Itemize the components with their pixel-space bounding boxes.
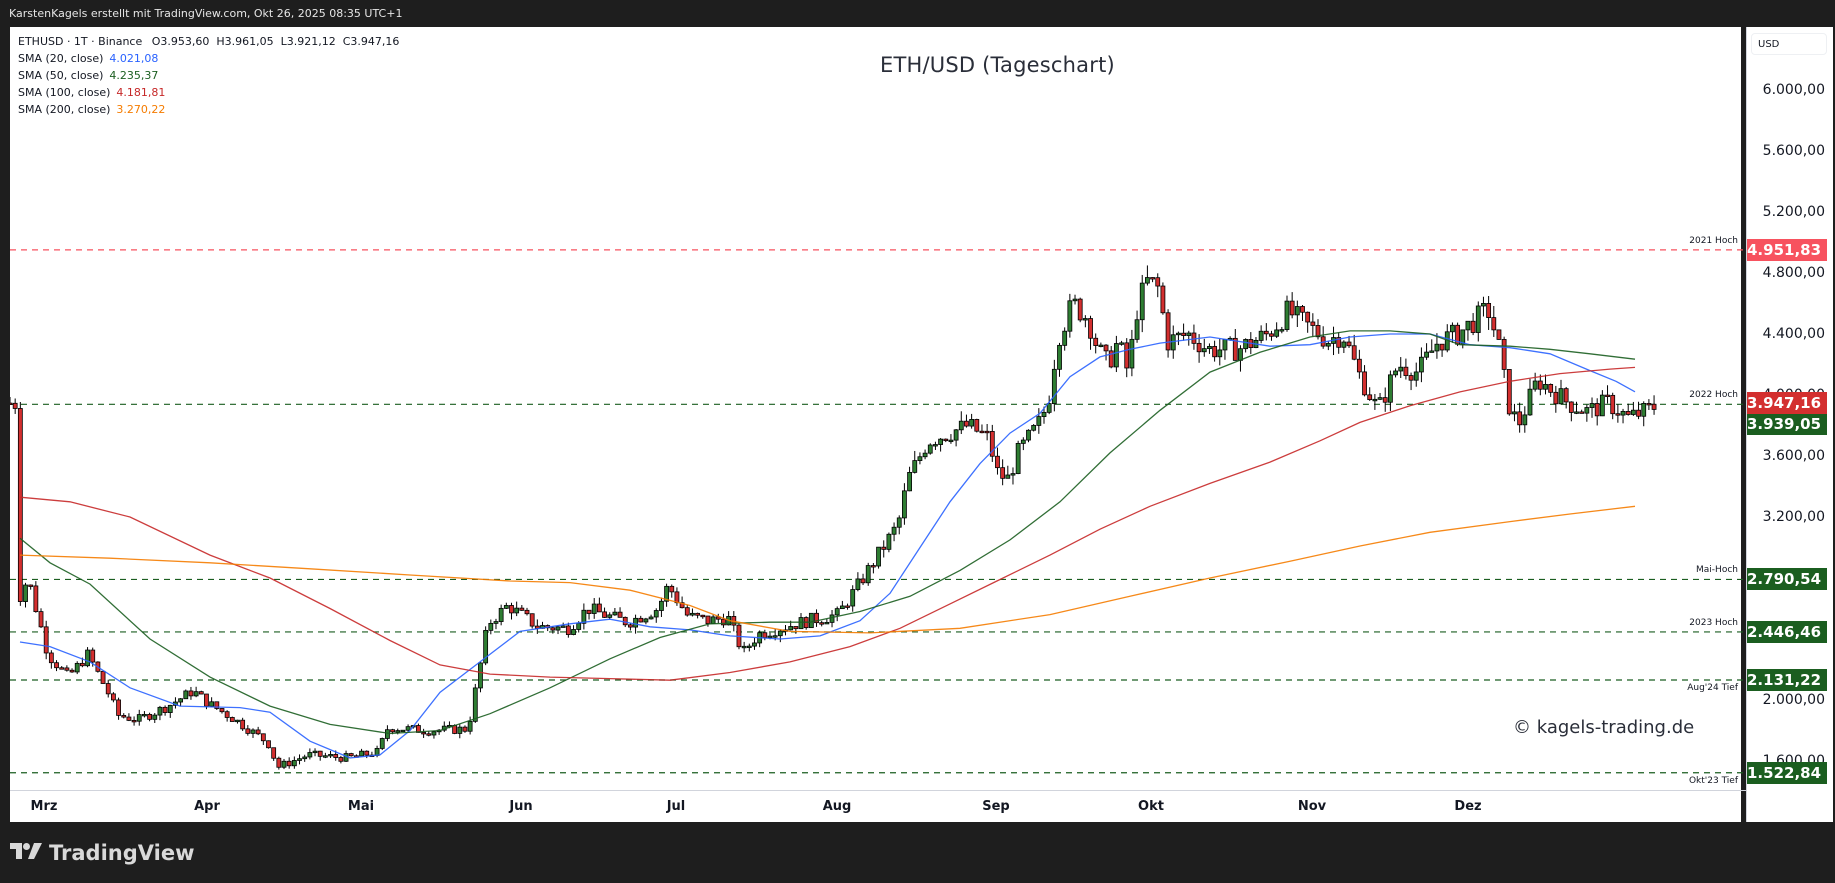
level-price-tag: 3.939,05 — [1747, 413, 1827, 436]
level-price-tag: 2.790,54 — [1747, 568, 1827, 591]
price-tick: 6.000,00 — [1762, 82, 1825, 98]
time-label: Sep — [982, 799, 1010, 814]
chart-legend: ETHUSD · 1T · Binance O3.953,60 H3.961,0… — [18, 33, 405, 118]
level-price-tag: 2.131,22 — [1747, 668, 1827, 691]
time-label: Jul — [666, 799, 686, 814]
time-label: Okt — [1138, 799, 1164, 814]
ohlc-values: O3.953,60 H3.961,05 L3.921,12 C3.947,16 — [151, 35, 400, 48]
sma200-value: 3.270,22 — [116, 103, 166, 116]
last-price-tag: 3.947,16 — [1747, 392, 1827, 415]
time-label: Jun — [509, 799, 533, 814]
level-price-tag: 4.951,83 — [1747, 238, 1827, 261]
level-price-tag: 2.446,46 — [1747, 620, 1827, 643]
legend-sma20[interactable]: SMA (20, close) 4.021,08 — [18, 52, 159, 65]
symbol-label: ETHUSD · 1T · Binance — [18, 35, 143, 48]
chart-title: ETH/USD (Tageschart) — [880, 53, 1115, 77]
time-label: Dez — [1454, 799, 1482, 814]
tradingview-logo-icon — [10, 841, 42, 865]
chart-plot-area[interactable]: ETHUSD · 1T · Binance O3.953,60 H3.961,0… — [10, 27, 1746, 790]
time-axis[interactable]: Mrz Apr Mai Jun Jul Aug Sep Okt Nov Dez — [10, 790, 1746, 823]
currency-button[interactable]: USD — [1751, 33, 1827, 55]
chart-frame: ETHUSD · 1T · Binance O3.953,60 H3.961,0… — [10, 27, 1833, 822]
price-tick: 4.800,00 — [1762, 265, 1825, 281]
level-price-tag: 1.522,84 — [1747, 761, 1827, 784]
price-tick: 2.000,00 — [1762, 692, 1825, 708]
sma20-value: 4.021,08 — [109, 52, 159, 65]
level-label: Aug'24 Tief — [1687, 682, 1738, 693]
time-label: Apr — [194, 799, 220, 814]
legend-symbol-row: ETHUSD · 1T · Binance O3.953,60 H3.961,0… — [18, 33, 405, 50]
time-label: Mrz — [30, 799, 58, 814]
watermark: © kagels-trading.de — [1513, 717, 1695, 738]
sma100-value: 4.181,81 — [116, 86, 166, 99]
price-tick: 3.600,00 — [1762, 448, 1825, 464]
brand-name: TradingView — [49, 841, 195, 865]
time-label: Nov — [1297, 799, 1327, 814]
price-tick: 5.200,00 — [1762, 204, 1825, 220]
time-label: Aug — [822, 799, 852, 814]
level-label: Mai-Hoch — [1696, 565, 1738, 576]
price-tick: 5.600,00 — [1762, 143, 1825, 159]
legend-sma200[interactable]: SMA (200, close) 3.270,22 — [18, 103, 166, 116]
level-label: Okt'23 Tief — [1688, 775, 1738, 786]
sma50-value: 4.235,37 — [109, 69, 159, 82]
tradingview-brand[interactable]: TradingView — [10, 838, 194, 868]
price-axis[interactable]: USD 6.000,00 5.600,00 5.200,00 4.800,00 4.40… — [1746, 27, 1833, 822]
legend-sma50[interactable]: SMA (50, close) 4.235,37 — [18, 69, 159, 82]
price-tick: 3.200,00 — [1762, 509, 1825, 525]
attribution-bar: KarstenKagels erstellt mit TradingView.c… — [9, 7, 403, 20]
level-label: 2023 Hoch — [1689, 617, 1738, 628]
candlestick-chart — [10, 249, 1746, 774]
level-label: 2021 Hoch — [1689, 235, 1738, 246]
legend-sma100[interactable]: SMA (100, close) 4.181,81 — [18, 86, 166, 99]
level-label: 2022 Hoch — [1689, 390, 1738, 401]
time-label: Mai — [347, 799, 375, 814]
price-tick: 4.400,00 — [1762, 326, 1825, 342]
